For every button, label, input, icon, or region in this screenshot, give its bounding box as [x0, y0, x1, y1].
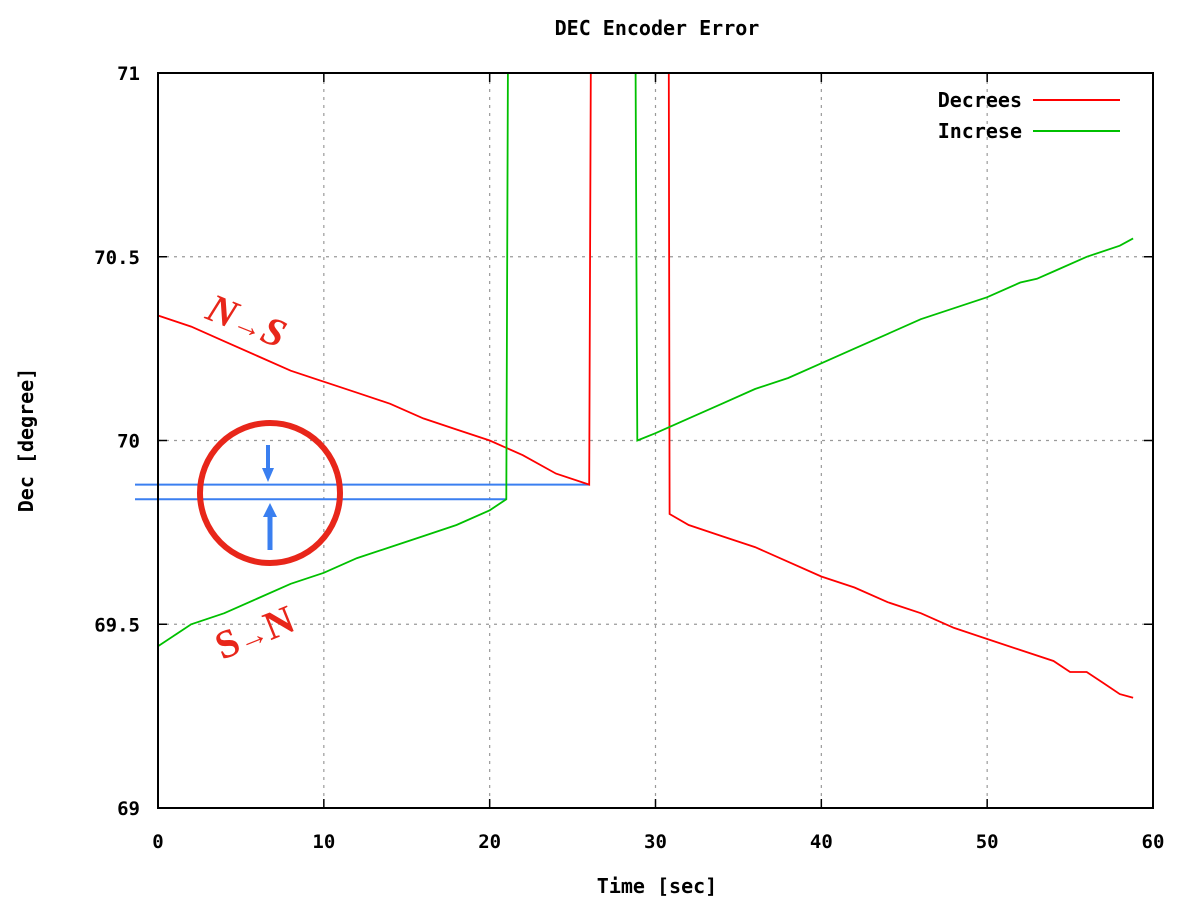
x-tick-label: 20	[478, 831, 501, 853]
ticks: 0 10 20 30 40 50 60 69 69.5 70 70.5 71	[94, 63, 1164, 853]
legend: Decrees Increse	[938, 88, 1120, 143]
x-tick-label: 30	[644, 831, 667, 853]
x-tick-label: 0	[152, 831, 163, 853]
series-line-0	[157, 72, 592, 486]
x-tick-label: 40	[810, 831, 833, 853]
series-line-0	[667, 72, 1134, 699]
series-lines	[157, 72, 1134, 699]
highlight-circle	[197, 420, 343, 566]
x-axis-label: Time [sec]	[597, 874, 717, 898]
up-arrow-head	[263, 503, 277, 517]
y-tick-label: 70.5	[94, 247, 140, 269]
y-tick-label: 69.5	[94, 614, 140, 636]
y-tick-label: 71	[117, 63, 140, 85]
y-tick-label: 70	[117, 431, 140, 453]
grid	[158, 73, 1153, 808]
series-line-1	[157, 72, 509, 648]
legend-label: Decrees	[938, 88, 1022, 112]
x-tick-label: 50	[976, 831, 999, 853]
x-tick-label: 60	[1142, 831, 1165, 853]
y-tick-label: 69	[117, 798, 140, 820]
series-line-1	[634, 72, 1134, 442]
y-axis-label: Dec [degree]	[14, 368, 38, 513]
reference-lines	[135, 483, 590, 501]
chart-title: DEC Encoder Error	[555, 16, 760, 40]
annotation-s-to-n: S→N	[209, 596, 301, 668]
down-arrow-head	[262, 468, 274, 482]
legend-label: Increse	[938, 119, 1022, 143]
annotations: N→S S→N	[197, 284, 343, 668]
x-tick-label: 10	[312, 831, 335, 853]
annotation-n-to-s: N→S	[200, 284, 293, 356]
